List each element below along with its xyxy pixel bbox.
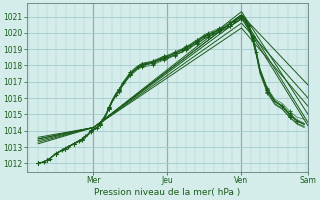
X-axis label: Pression niveau de la mer( hPa ): Pression niveau de la mer( hPa ) (94, 188, 241, 197)
